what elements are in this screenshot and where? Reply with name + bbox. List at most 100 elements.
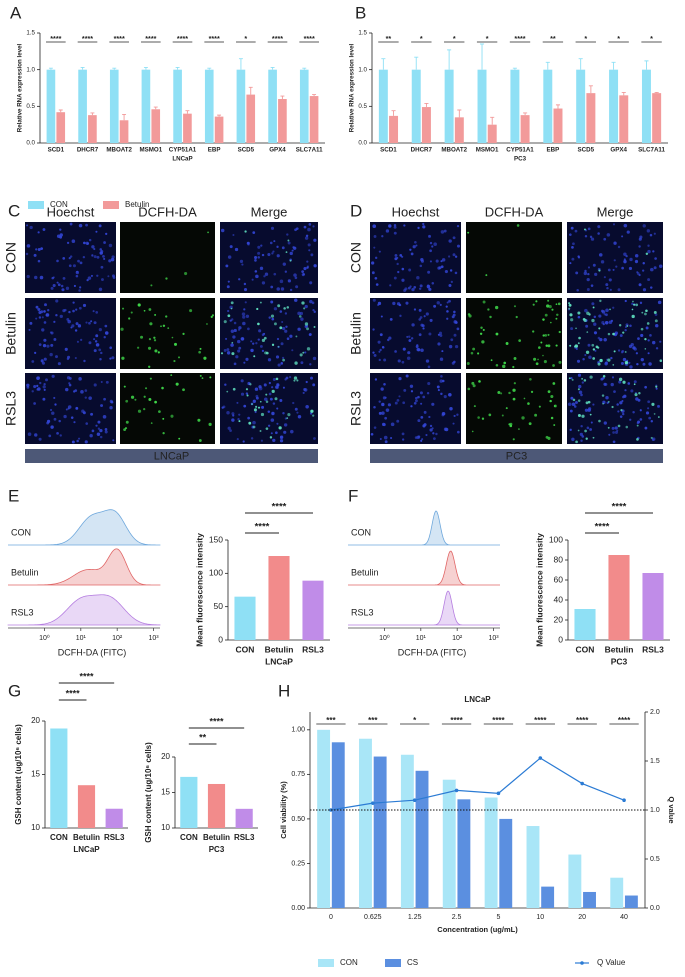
significance-label: ****	[50, 34, 61, 43]
micrograph	[466, 222, 562, 293]
nucleus	[289, 288, 293, 292]
nucleus	[103, 336, 106, 339]
nucleus	[657, 300, 662, 305]
ros-signal	[121, 356, 125, 360]
ros-signal	[298, 315, 302, 318]
ros-signal	[472, 384, 476, 388]
ros-signal	[495, 363, 499, 367]
nucleus	[234, 247, 239, 252]
ros-signal	[245, 388, 249, 391]
nucleus	[99, 357, 102, 361]
nucleus	[59, 233, 63, 237]
ros-signal	[184, 271, 188, 276]
error-bar	[414, 56, 419, 70]
nucleus	[84, 396, 87, 399]
significance-label: ****	[576, 716, 589, 725]
nucleus	[282, 262, 286, 266]
nucleus	[38, 343, 42, 347]
ros-signal	[655, 385, 658, 388]
nucleus	[296, 411, 299, 414]
nucleus	[429, 428, 433, 432]
nucleus	[401, 278, 405, 282]
group-label: CON	[351, 527, 371, 537]
nucleus	[308, 223, 312, 226]
nucleus	[642, 224, 646, 228]
nucleus	[237, 417, 240, 421]
panel-label: E	[8, 486, 19, 505]
nucleus	[570, 226, 574, 230]
nucleus	[231, 418, 235, 422]
x-tick-label: 10²	[112, 635, 123, 642]
nucleus	[573, 405, 577, 408]
bar	[46, 69, 56, 143]
ros-signal	[555, 317, 558, 320]
error-bar	[424, 102, 429, 108]
nucleus	[380, 387, 384, 391]
x-tick-label: RSL3	[234, 833, 255, 842]
significance-label: *	[486, 34, 489, 43]
nucleus	[33, 384, 37, 389]
micrograph	[120, 298, 215, 369]
nucleus	[287, 279, 291, 283]
nucleus	[587, 227, 591, 231]
nucleus	[286, 233, 289, 236]
ros-signal	[137, 303, 141, 307]
bar	[302, 580, 324, 640]
nucleus	[583, 271, 588, 276]
ros-signal	[645, 252, 649, 255]
nucleus	[50, 425, 54, 429]
ros-signal	[253, 355, 256, 358]
nucleus	[267, 252, 271, 257]
nucleus	[72, 301, 75, 304]
row-label: Betulin	[348, 312, 364, 355]
nucleus	[247, 416, 250, 420]
nucleus	[603, 313, 606, 316]
nucleus	[272, 402, 276, 405]
ros-signal	[495, 332, 499, 336]
nucleus	[642, 269, 645, 272]
ros-signal	[577, 311, 581, 315]
nucleus	[427, 365, 431, 369]
nucleus	[636, 272, 640, 275]
bar	[619, 95, 629, 143]
ros-signal	[577, 429, 580, 432]
significance-label: *	[413, 716, 417, 725]
ros-signal	[198, 350, 201, 354]
x-axis-label: Concentration (ug/mL)	[437, 925, 518, 934]
bar	[652, 93, 662, 143]
nucleus	[243, 308, 246, 311]
nucleus	[290, 429, 294, 434]
x-axis-label: PC3	[209, 845, 225, 854]
nucleus	[43, 338, 47, 342]
nucleus	[105, 232, 108, 235]
nucleus	[377, 303, 380, 306]
nucleus	[230, 343, 234, 347]
ros-signal	[259, 430, 262, 433]
nucleus	[73, 421, 76, 424]
nucleus	[650, 286, 653, 289]
row-label: CON	[3, 242, 19, 273]
significance-label: ****	[255, 522, 270, 533]
nucleus	[261, 281, 266, 285]
nucleus	[34, 433, 38, 437]
nucleus	[51, 276, 54, 280]
nucleus	[261, 253, 265, 257]
nucleus	[412, 245, 416, 249]
ros-signal	[512, 438, 515, 441]
nucleus	[260, 244, 263, 247]
nucleus	[408, 335, 411, 338]
nucleus	[312, 383, 316, 387]
nucleus	[378, 400, 381, 403]
nucleus	[310, 376, 314, 380]
error-bar	[175, 67, 180, 70]
nucleus	[374, 276, 378, 280]
nucleus	[623, 252, 627, 257]
ros-signal	[488, 413, 492, 417]
nucleus	[284, 312, 288, 315]
nucleus	[276, 254, 280, 258]
nucleus	[244, 301, 247, 304]
x-tick-label: Betulin	[73, 833, 100, 842]
nucleus	[604, 383, 608, 386]
ros-signal	[253, 408, 257, 412]
ros-signal	[599, 299, 602, 303]
